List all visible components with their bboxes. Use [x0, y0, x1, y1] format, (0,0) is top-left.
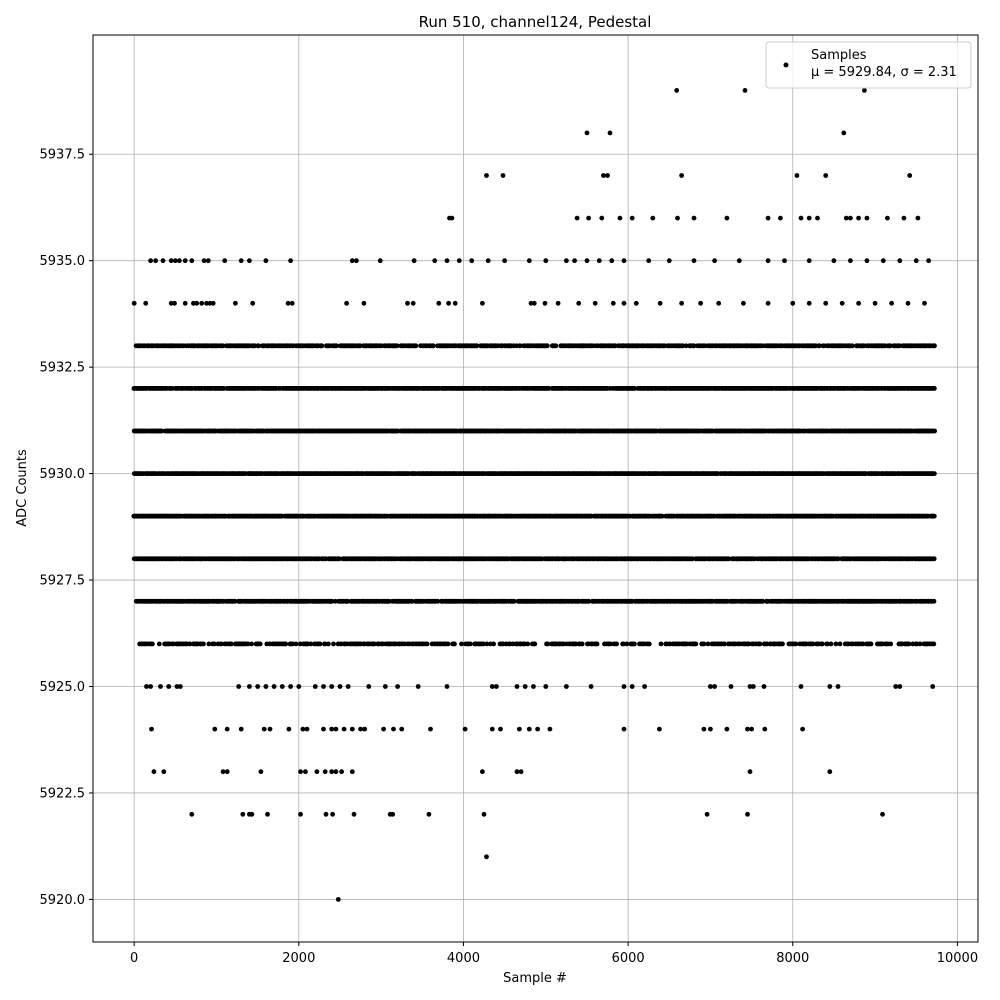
data-point	[608, 641, 614, 647]
data-point	[532, 641, 538, 647]
data-point	[290, 641, 296, 647]
data-point	[322, 641, 328, 647]
data-point	[721, 641, 727, 647]
data-point	[932, 471, 937, 476]
data-point	[249, 641, 255, 647]
data-point	[824, 641, 830, 647]
data-point	[833, 641, 839, 647]
data-points	[131, 88, 937, 902]
data-point	[810, 641, 816, 647]
data-point	[424, 641, 430, 647]
data-point	[326, 641, 331, 647]
data-point	[917, 641, 923, 647]
data-point	[594, 641, 600, 647]
data-point	[329, 598, 335, 604]
data-point	[484, 641, 490, 647]
data-point	[201, 641, 206, 647]
data-point	[245, 641, 251, 647]
data-point	[757, 641, 763, 647]
data-point	[372, 641, 377, 647]
data-point	[931, 556, 937, 562]
data-point	[868, 641, 874, 647]
data-point	[659, 513, 665, 519]
data-point	[906, 641, 912, 647]
data-point	[435, 598, 441, 604]
data-point	[746, 641, 752, 647]
data-point	[317, 641, 323, 647]
data-point	[690, 556, 695, 562]
data-point	[232, 598, 238, 604]
data-point	[579, 641, 585, 647]
data-point	[693, 641, 699, 647]
data-point	[331, 641, 336, 647]
data-point	[409, 598, 415, 604]
data-point	[837, 641, 843, 647]
data-point	[931, 513, 937, 519]
data-point	[932, 428, 937, 434]
data-point	[187, 641, 193, 647]
data-point	[646, 641, 652, 647]
data-point	[586, 598, 592, 604]
chart-title: Run 510, channel124, Pedestal	[419, 13, 652, 31]
data-point	[931, 641, 937, 647]
data-point	[481, 641, 486, 647]
data-point	[931, 598, 937, 604]
data-point	[760, 598, 766, 604]
data-point	[525, 641, 531, 647]
data-point	[793, 641, 799, 647]
data-point	[218, 641, 224, 647]
data-point	[828, 641, 834, 647]
data-point	[459, 641, 464, 647]
data-point	[705, 641, 711, 647]
data-point	[545, 641, 551, 647]
data-point	[257, 641, 263, 647]
data-point	[445, 641, 451, 647]
data-point	[336, 556, 342, 562]
data-point	[293, 641, 299, 647]
data-point	[319, 343, 325, 349]
data-point	[888, 641, 894, 647]
data-point	[632, 641, 637, 647]
data-point	[212, 641, 217, 647]
data-point	[467, 641, 473, 647]
data-point	[819, 641, 825, 647]
data-point	[658, 641, 664, 647]
data-point	[614, 641, 619, 647]
data-point	[835, 556, 841, 562]
data-point	[932, 386, 937, 391]
data-point	[228, 641, 234, 647]
data-point	[491, 641, 496, 647]
data-point	[511, 598, 517, 604]
data-point	[150, 641, 155, 647]
data-point	[780, 641, 785, 647]
data-point	[206, 641, 212, 647]
data-point	[156, 641, 162, 647]
data-point	[452, 641, 457, 647]
data-point	[621, 641, 626, 647]
data-point	[701, 641, 707, 647]
data-point	[624, 641, 630, 647]
data-point	[860, 641, 866, 647]
data-point	[308, 641, 314, 647]
data-point	[283, 641, 289, 647]
